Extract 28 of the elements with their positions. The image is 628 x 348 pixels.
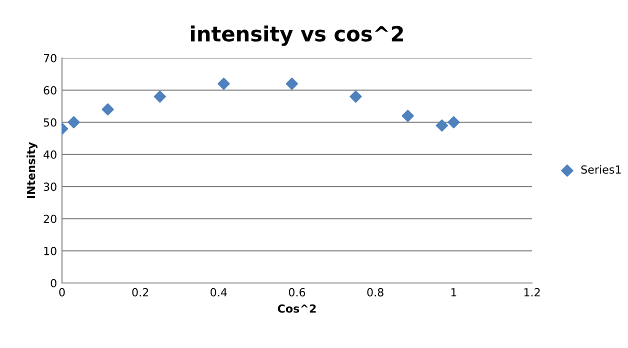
chart-title: intensity vs cos^2 (191, 26, 403, 46)
x-axis-title: Cos^2 (278, 304, 316, 313)
point (448, 116, 460, 128)
y-tick-label: 60 (44, 86, 56, 95)
y-tick-label: 20 (44, 214, 56, 224)
y-tick-label: 50 (44, 118, 56, 127)
point (154, 90, 166, 103)
point (218, 78, 230, 90)
legend-label: Series1 (581, 165, 621, 174)
point (68, 116, 80, 128)
x-tick-label: 0.2 (132, 288, 148, 296)
x-tick-label: 0.6 (288, 288, 306, 296)
x-tick-label: 0 (59, 288, 65, 296)
y-tick-label: 40 (44, 150, 56, 159)
x-tick-label: 0.4 (210, 288, 227, 296)
point (350, 90, 362, 103)
y-tick-label: 30 (44, 182, 56, 191)
x-tick-label: 1.2 (524, 288, 540, 296)
y-tick-label: 10 (44, 246, 56, 256)
x-tick-label: 0.8 (367, 288, 384, 296)
y-axis-title: INtensity (26, 142, 38, 198)
y-tick-label: 0 (50, 278, 56, 288)
y-tick-label: 70 (44, 54, 56, 62)
point (436, 119, 448, 132)
x-tick-label: 1 (451, 288, 456, 296)
point (102, 103, 114, 116)
point (402, 110, 414, 122)
point (286, 78, 298, 90)
